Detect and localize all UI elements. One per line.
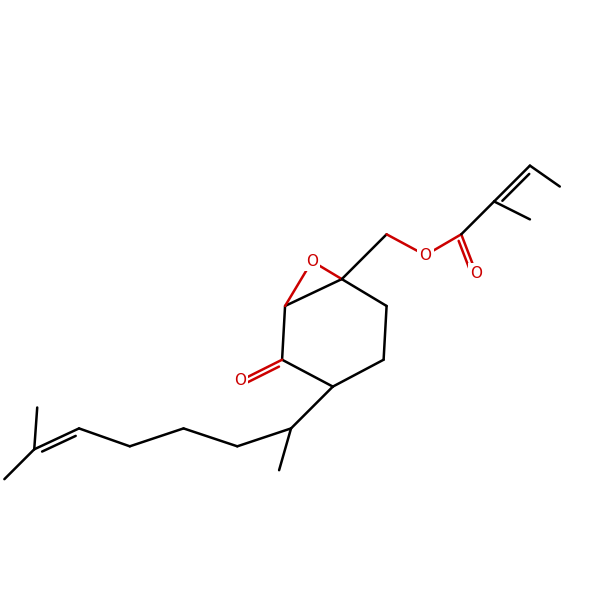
Text: O: O [470, 266, 482, 281]
Text: O: O [419, 248, 431, 263]
Text: O: O [306, 254, 318, 269]
Text: O: O [234, 373, 246, 388]
